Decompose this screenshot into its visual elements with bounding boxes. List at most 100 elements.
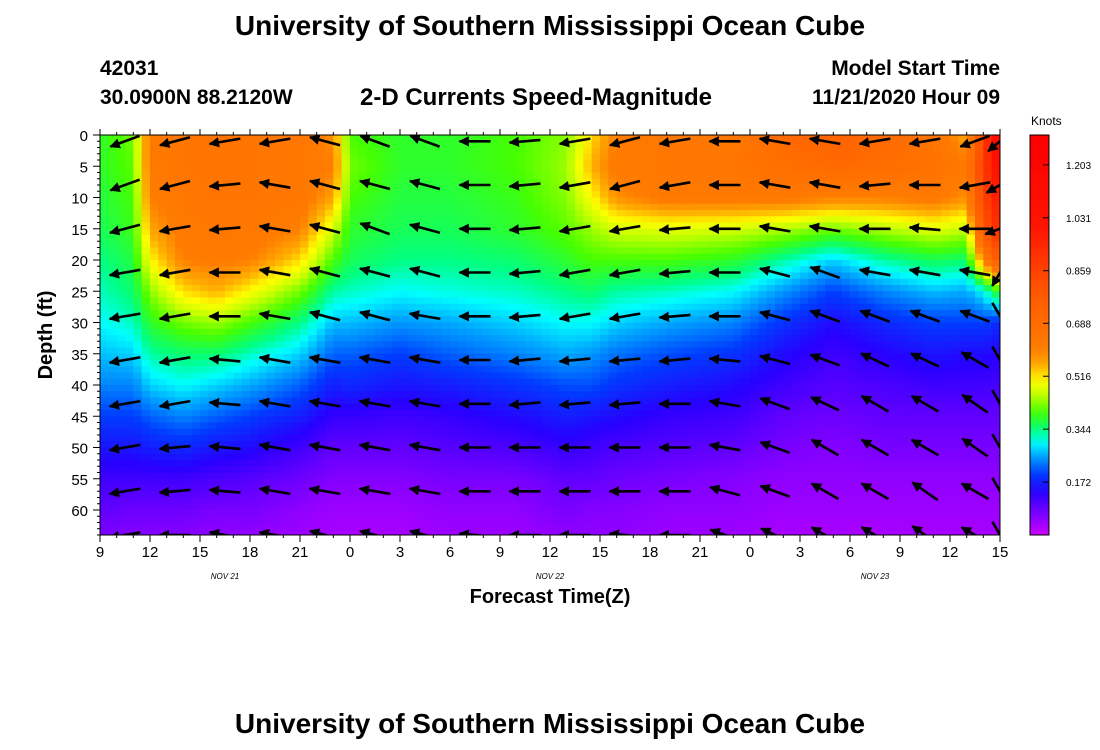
heat-cell xyxy=(200,285,209,292)
heat-cell xyxy=(633,447,643,455)
heat-cell xyxy=(466,210,476,217)
heat-cell xyxy=(300,466,309,474)
heat-cell xyxy=(133,172,143,180)
heat-cell xyxy=(666,166,676,174)
heat-cell xyxy=(308,260,318,267)
heat-cell xyxy=(491,466,501,474)
heat-cell xyxy=(225,222,234,230)
heat-cell xyxy=(741,191,751,199)
heat-cell xyxy=(316,341,326,349)
heat-cell xyxy=(575,316,584,324)
heat-cell xyxy=(116,403,126,411)
heat-cell xyxy=(108,172,118,180)
heat-cell xyxy=(700,210,709,217)
heat-cell xyxy=(133,278,143,286)
heat-cell xyxy=(683,416,693,424)
heat-cell xyxy=(241,447,251,455)
heat-cell xyxy=(150,278,159,286)
heat-cell xyxy=(358,497,368,505)
heat-cell xyxy=(583,335,593,342)
heat-cell xyxy=(225,197,234,205)
heat-cell xyxy=(425,166,434,174)
heat-cell xyxy=(450,397,459,405)
heat-cell xyxy=(550,422,559,430)
heat-cell xyxy=(125,185,134,192)
heat-cell xyxy=(416,453,426,461)
heat-cell xyxy=(466,228,476,236)
heat-cell xyxy=(541,203,551,211)
heat-cell xyxy=(725,191,734,199)
heat-cell xyxy=(500,253,509,261)
heat-cell xyxy=(741,316,751,324)
heat-cell xyxy=(333,516,343,524)
heat-cell xyxy=(625,172,634,180)
heat-cell xyxy=(166,285,176,292)
heat-cell xyxy=(533,516,543,524)
heat-cell xyxy=(333,216,343,224)
heat-cell xyxy=(158,153,168,161)
heat-cell xyxy=(150,466,159,474)
heat-cell xyxy=(283,341,293,349)
heat-cell xyxy=(725,266,734,274)
heat-cell xyxy=(441,447,451,455)
heat-cell xyxy=(133,147,143,155)
heat-cell xyxy=(666,235,676,242)
heat-cell xyxy=(125,322,134,330)
heat-cell xyxy=(608,297,618,305)
heat-cell xyxy=(508,247,518,255)
heat-cell xyxy=(500,435,509,442)
heat-cell xyxy=(308,197,318,205)
heat-cell xyxy=(408,453,418,461)
heat-cell xyxy=(741,141,751,149)
heat-cell xyxy=(650,253,659,261)
heat-cell xyxy=(250,191,259,199)
heat-cell xyxy=(425,272,434,280)
heat-cell xyxy=(583,147,593,155)
heat-cell xyxy=(633,297,643,305)
heat-cell xyxy=(733,460,743,467)
heat-cell xyxy=(266,447,276,455)
heat-cell xyxy=(216,372,226,380)
heat-cell xyxy=(550,141,559,149)
heat-cell xyxy=(358,378,368,386)
heat-cell xyxy=(600,397,609,405)
heat-cell xyxy=(433,328,443,336)
heat-cell xyxy=(616,228,626,236)
heat-cell xyxy=(358,472,368,480)
heat-cell xyxy=(233,247,243,255)
heat-cell xyxy=(341,160,351,167)
heat-cell xyxy=(425,391,434,399)
heat-cell xyxy=(725,372,734,380)
heat-cell xyxy=(266,397,276,405)
heat-cell xyxy=(516,397,526,405)
heat-cell xyxy=(333,522,343,530)
heat-cell xyxy=(741,453,751,461)
heat-cell xyxy=(308,472,318,480)
heat-cell xyxy=(141,422,151,430)
heat-cell xyxy=(341,185,351,192)
heat-cell xyxy=(691,435,701,442)
heat-cell xyxy=(516,366,526,374)
heat-cell xyxy=(491,441,501,449)
heat-cell xyxy=(675,360,684,367)
heat-cell xyxy=(341,210,351,217)
heat-cell xyxy=(191,472,201,480)
heat-cell xyxy=(566,253,576,261)
heat-cell xyxy=(500,178,509,186)
heat-cell xyxy=(400,260,409,267)
heat-cell xyxy=(358,197,368,205)
heat-cell xyxy=(533,291,543,299)
heat-cell xyxy=(608,478,618,486)
heat-cell xyxy=(533,366,543,374)
heat-cell xyxy=(216,135,226,142)
heat-cell xyxy=(483,147,493,155)
heat-cell xyxy=(566,303,576,311)
heat-cell xyxy=(200,485,209,492)
heat-cell xyxy=(241,247,251,255)
heat-cell xyxy=(383,278,393,286)
heat-cell xyxy=(100,147,109,155)
heat-cell xyxy=(150,316,159,324)
heat-cell xyxy=(541,428,551,436)
heat-cell xyxy=(741,416,751,424)
heat-cell xyxy=(316,141,326,149)
